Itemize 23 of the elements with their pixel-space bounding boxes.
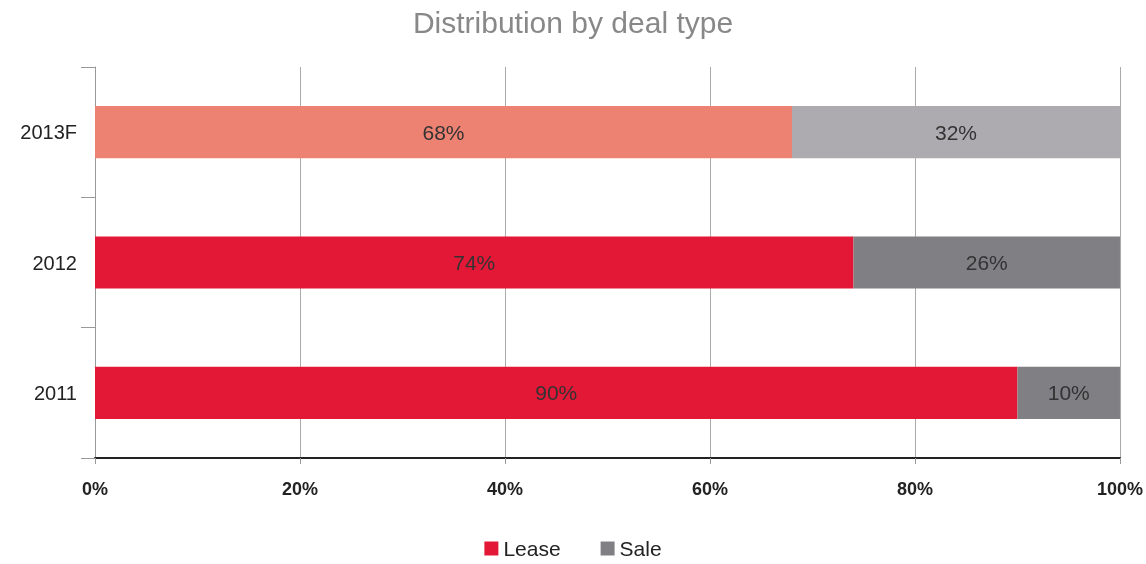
y-tick-label: 2011 [33,381,77,404]
data-label: 90% [535,381,578,405]
bar [95,366,1018,419]
y-tick-label: 2012 [32,251,77,274]
x-tick-label: 60% [691,479,728,499]
bar [95,236,854,289]
x-tick-label: 100% [1096,479,1143,499]
chart-title: Distribution by deal type [412,5,734,39]
bar [1017,366,1120,419]
data-label: 26% [965,251,1008,274]
legend-label: Lease [503,537,561,560]
data-label: 32% [934,120,977,144]
data-label: 10% [1047,381,1090,405]
bar [853,236,1120,289]
x-tick-label: 0% [81,479,109,499]
data-label: 68% [422,120,465,144]
y-tick-label: 2013F [20,121,77,144]
x-tick-label: 40% [486,479,524,499]
bar [95,106,792,159]
x-tick-label: 80% [896,479,933,499]
data-label: 74% [453,251,496,274]
x-tick-label: 20% [281,479,319,499]
legend-label: Sale [619,537,662,560]
